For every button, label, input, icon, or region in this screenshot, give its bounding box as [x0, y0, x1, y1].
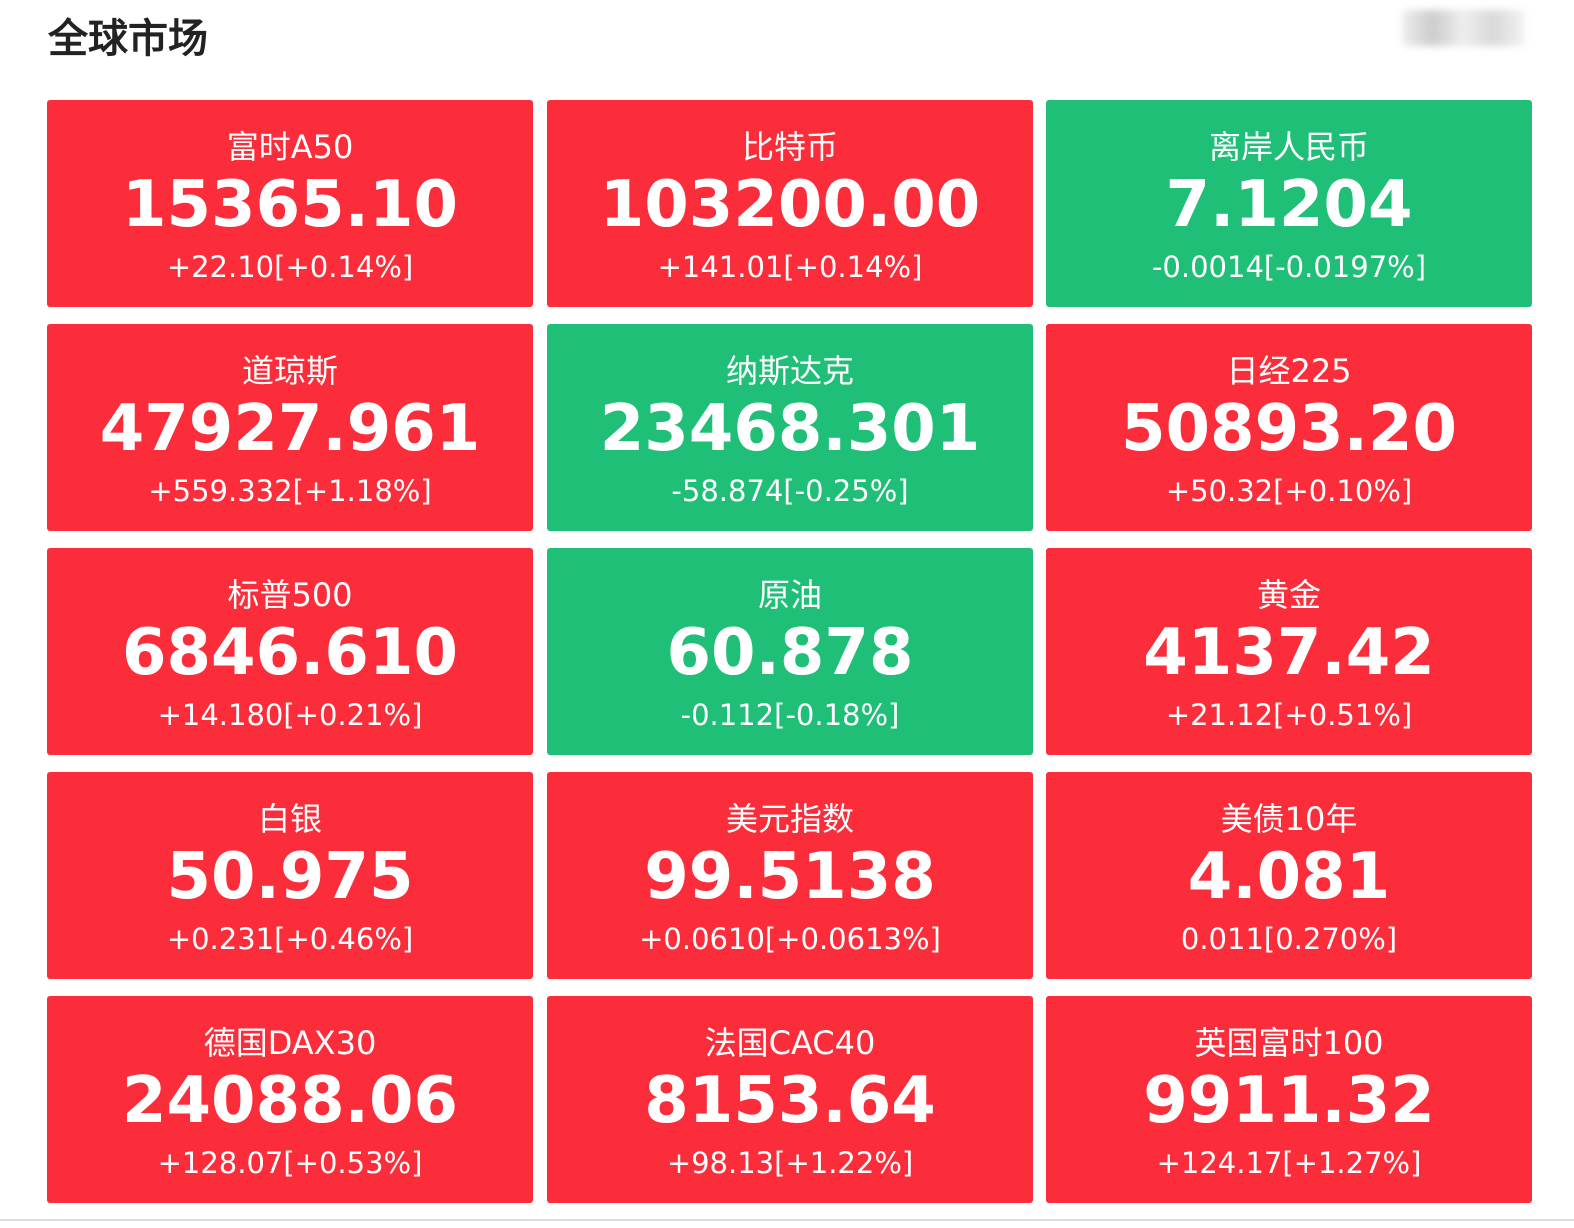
- market-card[interactable]: 德国DAX30 24088.06 +128.07[+0.53%]: [47, 996, 533, 1203]
- market-change: +22.10[+0.14%]: [166, 250, 414, 284]
- market-card[interactable]: 纳斯达克 23468.301 -58.874[-0.25%]: [547, 324, 1033, 531]
- market-change: +50.32[+0.10%]: [1165, 474, 1413, 508]
- market-name: 黄金: [1256, 576, 1321, 614]
- market-name: 原油: [757, 576, 822, 614]
- market-change: -0.0014[-0.0197%]: [1151, 250, 1427, 284]
- market-value: 60.878: [666, 616, 914, 690]
- market-value: 15365.10: [121, 168, 459, 242]
- market-value: 99.5138: [644, 840, 936, 914]
- market-value: 50893.20: [1120, 392, 1458, 466]
- market-name: 美债10年: [1220, 800, 1358, 838]
- market-change: +128.07[+0.53%]: [157, 1146, 423, 1180]
- market-name: 日经225: [1226, 352, 1352, 390]
- market-change: +141.01[+0.14%]: [657, 250, 923, 284]
- page-title: 全球市场: [48, 16, 208, 62]
- market-card[interactable]: 离岸人民币 7.1204 -0.0014[-0.0197%]: [1046, 100, 1532, 307]
- market-name: 德国DAX30: [203, 1024, 377, 1062]
- market-value: 4137.42: [1143, 616, 1435, 690]
- market-card[interactable]: 美债10年 4.081 0.011[0.270%]: [1046, 772, 1532, 979]
- market-value: 8153.64: [644, 1064, 936, 1138]
- market-name: 道琼斯: [241, 352, 338, 390]
- market-card[interactable]: 法国CAC40 8153.64 +98.13[+1.22%]: [547, 996, 1033, 1203]
- market-card[interactable]: 日经225 50893.20 +50.32[+0.10%]: [1046, 324, 1532, 531]
- market-card[interactable]: 白银 50.975 +0.231[+0.46%]: [47, 772, 533, 979]
- market-name: 美元指数: [725, 800, 854, 838]
- market-name: 离岸人民币: [1208, 128, 1369, 166]
- market-name: 法国CAC40: [704, 1024, 876, 1062]
- market-card[interactable]: 富时A50 15365.10 +22.10[+0.14%]: [47, 100, 533, 307]
- market-name: 比特币: [741, 128, 838, 166]
- market-name: 英国富时100: [1194, 1024, 1384, 1062]
- market-value: 103200.00: [599, 168, 981, 242]
- market-name: 纳斯达克: [725, 352, 854, 390]
- market-change: -58.874[-0.25%]: [671, 474, 909, 508]
- market-value: 9911.32: [1143, 1064, 1435, 1138]
- market-change: -0.112[-0.18%]: [680, 698, 900, 732]
- market-change: +14.180[+0.21%]: [157, 698, 423, 732]
- market-change: +21.12[+0.51%]: [1165, 698, 1413, 732]
- market-value: 50.975: [166, 840, 414, 914]
- market-name: 白银: [257, 800, 322, 838]
- market-card[interactable]: 比特币 103200.00 +141.01[+0.14%]: [547, 100, 1033, 307]
- market-change: +0.231[+0.46%]: [166, 922, 414, 956]
- market-change: 0.011[0.270%]: [1180, 922, 1398, 956]
- market-name: 富时A50: [226, 128, 354, 166]
- market-change: +98.13[+1.22%]: [666, 1146, 914, 1180]
- divider: [0, 1219, 1574, 1221]
- market-card[interactable]: 英国富时100 9911.32 +124.17[+1.27%]: [1046, 996, 1532, 1203]
- market-name: 标普500: [227, 576, 353, 614]
- market-card[interactable]: 道琼斯 47927.961 +559.332[+1.18%]: [47, 324, 533, 531]
- market-change: +124.17[+1.27%]: [1156, 1146, 1422, 1180]
- market-card[interactable]: 原油 60.878 -0.112[-0.18%]: [547, 548, 1033, 755]
- market-value: 4.081: [1187, 840, 1391, 914]
- blurred-avatar: [1402, 10, 1524, 46]
- market-card[interactable]: 黄金 4137.42 +21.12[+0.51%]: [1046, 548, 1532, 755]
- market-value: 47927.961: [99, 392, 481, 466]
- market-value: 23468.301: [599, 392, 981, 466]
- market-value: 7.1204: [1165, 168, 1413, 242]
- market-card[interactable]: 美元指数 99.5138 +0.0610[+0.0613%]: [547, 772, 1033, 979]
- market-value: 6846.610: [121, 616, 459, 690]
- market-change: +0.0610[+0.0613%]: [639, 922, 941, 956]
- market-card[interactable]: 标普500 6846.610 +14.180[+0.21%]: [47, 548, 533, 755]
- market-value: 24088.06: [121, 1064, 459, 1138]
- market-change: +559.332[+1.18%]: [148, 474, 432, 508]
